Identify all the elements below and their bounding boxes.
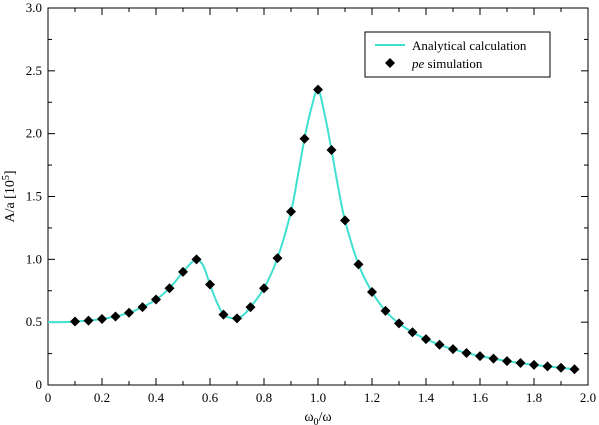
data-point-diamond [407, 327, 418, 338]
legend-label-simulation: pe simulation [411, 56, 483, 71]
data-point-diamond [191, 254, 202, 265]
data-point-diamond [569, 364, 580, 375]
y-tick-label: 0.5 [26, 314, 42, 329]
legend-label-analytical: Analytical calculation [412, 38, 527, 53]
x-tick-label: 0.2 [94, 390, 110, 405]
y-tick-label: 1.5 [26, 189, 42, 204]
y-tick-label: 2.5 [26, 63, 42, 78]
data-point-diamond [367, 287, 377, 298]
y-tick-label: 1.0 [26, 251, 42, 266]
data-point-diamond [137, 302, 148, 313]
data-point-diamond [421, 334, 431, 345]
data-point-diamond [502, 356, 512, 367]
data-point-diamond [394, 318, 404, 329]
x-tick-label: 1.6 [472, 390, 489, 405]
data-point-diamond [542, 361, 553, 372]
data-point-diamond [124, 307, 134, 318]
data-point-diamond [259, 283, 269, 294]
x-tick-label: 1.4 [418, 390, 435, 405]
data-point-diamond [164, 283, 175, 294]
x-tick-label: 2.0 [580, 390, 596, 405]
x-tick-label: 0 [45, 390, 52, 405]
data-point-diamond [515, 358, 526, 369]
series-layer [47, 84, 580, 375]
x-tick-label: 1.0 [310, 390, 326, 405]
x-axis-ticks: 0 0.2 0.4 0.6 0.8 1.0 1.2 1.4 1.6 1.8 2.0 [45, 8, 596, 405]
x-tick-label: 0.4 [148, 390, 165, 405]
data-point-diamond [353, 259, 364, 270]
data-point-diamond [475, 351, 485, 362]
x-tick-label: 1.2 [364, 390, 380, 405]
data-point-diamond [245, 302, 256, 313]
data-point-diamond [97, 314, 107, 325]
legend-box [364, 31, 551, 78]
y-tick-label: 3.0 [26, 0, 42, 15]
legend-diamond-swatch [385, 58, 395, 68]
data-point-diamond [488, 353, 499, 364]
y-tick-label: 0 [36, 377, 43, 392]
x-axis-label: ω0/ω [304, 410, 331, 425]
y-axis-label: A/a [105] [1, 170, 18, 222]
data-point-diamond [272, 253, 283, 264]
data-point-diamond [556, 362, 566, 373]
data-point-diamond [232, 313, 242, 324]
data-point-diamond [110, 311, 121, 322]
data-point-diamond [205, 279, 215, 290]
data-point-diamond [299, 133, 310, 144]
data-point-diamond [83, 315, 94, 326]
legend: Analytical calculation pe simulation [364, 31, 551, 78]
data-point-diamond [326, 145, 337, 156]
data-point-diamond [178, 266, 188, 277]
x-tick-label: 1.8 [526, 390, 542, 405]
y-axis-ticks: 0 0.5 1.0 1.5 2.0 2.5 3.0 [26, 0, 588, 392]
data-point-diamond [461, 347, 472, 358]
data-point-diamond [151, 294, 161, 305]
data-point-diamond [448, 344, 458, 355]
data-point-diamond [70, 316, 80, 327]
x-tick-label: 0.8 [256, 390, 272, 405]
data-point-diamond [380, 305, 391, 316]
data-point-diamond [434, 339, 445, 350]
series-line-analytical [47, 88, 575, 371]
data-point-diamond [529, 359, 539, 370]
y-tick-label: 2.0 [26, 126, 42, 141]
data-point-diamond [286, 206, 296, 217]
data-point-diamond [340, 215, 350, 226]
data-point-diamond [313, 84, 323, 95]
data-point-diamond [218, 309, 229, 320]
x-tick-label: 0.6 [202, 390, 219, 405]
